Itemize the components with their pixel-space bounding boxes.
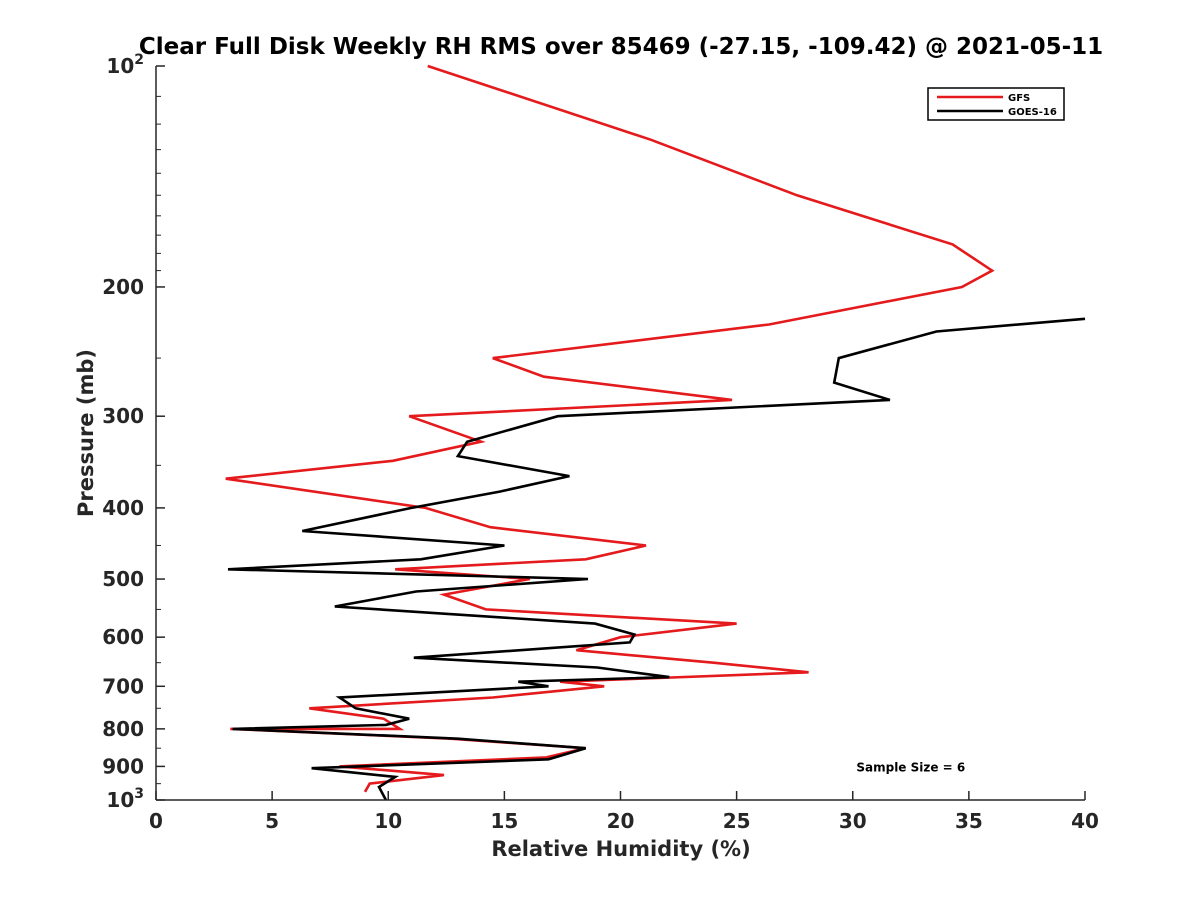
x-tick-label: 25 bbox=[723, 809, 751, 833]
x-axis-label: Relative Humidity (%) bbox=[491, 837, 750, 861]
y-tick-label: 200 bbox=[102, 275, 144, 299]
y-tick-label: 700 bbox=[102, 674, 144, 698]
x-tick-label: 5 bbox=[265, 809, 279, 833]
y-tick-label: 300 bbox=[102, 404, 144, 428]
x-tick-label: 10 bbox=[374, 809, 402, 833]
y-tick-label: 900 bbox=[102, 754, 144, 778]
plot-area bbox=[225, 64, 1086, 801]
x-tick-label: 20 bbox=[607, 809, 635, 833]
x-tick-label: 35 bbox=[955, 809, 983, 833]
x-tick-label: 40 bbox=[1071, 809, 1099, 833]
legend: GFS GOES-16 bbox=[927, 87, 1065, 121]
y-tick-label: 500 bbox=[102, 567, 144, 591]
legend-label-gfs: GFS bbox=[1008, 93, 1030, 104]
axes bbox=[155, 65, 1086, 801]
y-tick-label: 800 bbox=[102, 717, 144, 741]
legend-label-goes-16: GOES-16 bbox=[1008, 107, 1057, 118]
y-tick-label: 102 bbox=[106, 52, 144, 78]
legend-box bbox=[927, 87, 1065, 121]
y-axis-label: Pressure (mb) bbox=[74, 349, 98, 517]
y-tick-label: 600 bbox=[102, 625, 144, 649]
x-tick-label: 15 bbox=[490, 809, 518, 833]
x-tick-label: 0 bbox=[149, 809, 163, 833]
annotation-sample-size: Sample Size = 6 bbox=[856, 760, 965, 774]
series-line-goes-16 bbox=[227, 317, 1086, 801]
tick-labels: 0 5 10 15 20 25 30 35 40 102 200 300 400 500 600 700 800… bbox=[102, 52, 1099, 833]
x-tick-label: 30 bbox=[839, 809, 867, 833]
chart-title: Clear Full Disk Weekly RH RMS over 85469… bbox=[139, 34, 1103, 60]
y-tick-label: 400 bbox=[102, 496, 144, 520]
y-tick-label: 103 bbox=[106, 786, 144, 812]
